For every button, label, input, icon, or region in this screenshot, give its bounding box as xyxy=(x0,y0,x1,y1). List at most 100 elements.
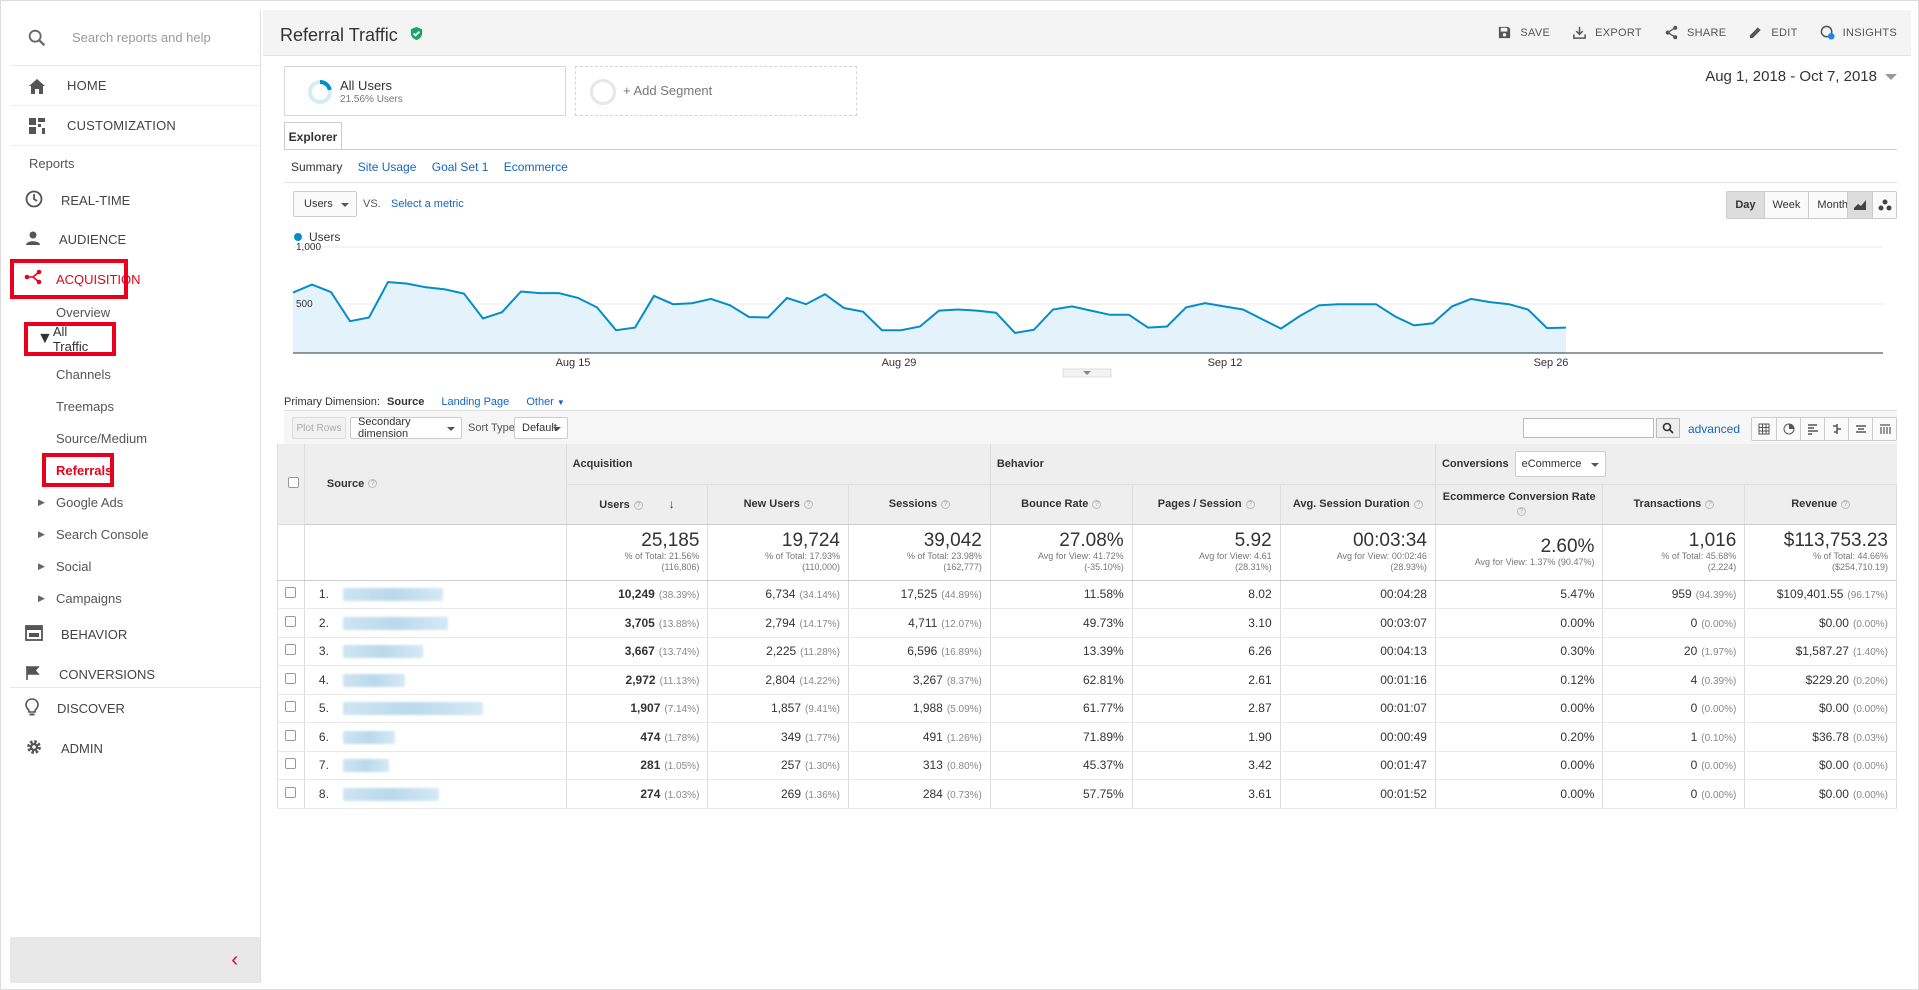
sidebar-item-realtime[interactable]: REAL-TIME xyxy=(10,180,260,220)
redacted-source-link[interactable] xyxy=(342,730,395,744)
subtab-goal-set[interactable]: Goal Set 1 xyxy=(431,160,489,174)
new-users-header[interactable]: New Users? xyxy=(707,484,849,525)
sessions-header[interactable]: Sessions? xyxy=(848,484,991,525)
table-row[interactable]: 8. 274 (1.03%) 269 (1.36%) 284 (0.73%) 57.75% 3.… xyxy=(277,779,1897,809)
redacted-source-link[interactable] xyxy=(342,787,439,801)
metric-select[interactable]: Users xyxy=(293,191,357,217)
redacted-source-link[interactable] xyxy=(342,759,389,773)
table-row[interactable]: 2. 3,705 (13.88%) 2,794 (14.17%) 4,711 (12.07%… xyxy=(277,608,1897,638)
help-icon: ? xyxy=(1413,499,1423,509)
source-header[interactable]: Source? xyxy=(303,444,567,525)
new-users-pct: (11.28%) xyxy=(800,647,841,659)
secondary-dimension-select[interactable]: Secondary dimension xyxy=(350,416,462,440)
table-row[interactable]: 4. 2,972 (11.13%) 2,804 (14.22%) 3,267 (8.37%)… xyxy=(277,665,1897,695)
collapse-sidebar-button[interactable]: ‹ xyxy=(10,937,260,983)
redacted-source-link[interactable] xyxy=(342,702,483,716)
comparison-view-button[interactable] xyxy=(1824,418,1848,440)
row-checkbox[interactable] xyxy=(285,672,297,684)
export-button[interactable]: EXPORT xyxy=(1572,25,1642,40)
select-metric-link[interactable]: Select a metric xyxy=(391,198,464,210)
nav-all-traffic[interactable]: ▼ All Traffic xyxy=(24,322,116,356)
bounce-rate-header[interactable]: Bounce Rate? xyxy=(989,484,1133,525)
table-row[interactable]: 5. 1,907 (7.14%) 1,857 (9.41%) 1,988 (5.09%) 61… xyxy=(277,694,1897,723)
nav-google-ads[interactable]: ▶ Google Ads xyxy=(10,486,260,518)
nav-overview[interactable]: Overview xyxy=(10,300,260,324)
week-button[interactable]: Week xyxy=(1763,192,1809,218)
advanced-filter-link[interactable]: advanced xyxy=(1687,422,1740,436)
segment-all-users[interactable]: All Users 21.56% Users xyxy=(284,66,566,116)
table-search-button[interactable] xyxy=(1656,418,1680,438)
motion-chart-button[interactable] xyxy=(1872,192,1896,218)
row-checkbox[interactable] xyxy=(285,615,297,627)
conversions-select[interactable]: eCommerce xyxy=(1514,450,1607,477)
sort-type-select[interactable]: Default xyxy=(514,417,568,439)
add-segment-button[interactable]: + Add Segment xyxy=(575,66,857,116)
transactions-header[interactable]: Transactions? xyxy=(1602,484,1745,525)
total-sub: (28.31%) xyxy=(1235,562,1272,572)
table-row[interactable]: 6. 474 (1.78%) 349 (1.77%) 491 (1.26%) 71.89% 1.… xyxy=(277,722,1897,752)
row-checkbox[interactable] xyxy=(285,644,297,656)
subtab-summary[interactable]: Summary xyxy=(291,160,343,174)
table-row[interactable]: 1. 10,249 (38.39%) 6,734 (34.14%) 17,525 (44.8… xyxy=(277,580,1897,609)
nav-social[interactable]: ▶ Social xyxy=(10,550,260,582)
tab-explorer[interactable]: Explorer xyxy=(284,122,342,150)
revenue-pct: (0.00%) xyxy=(1852,761,1888,773)
users-header[interactable]: Users? ↓ xyxy=(565,484,708,525)
nav-source-medium[interactable]: Source/Medium xyxy=(10,422,260,454)
dimension-other[interactable]: Other xyxy=(526,396,554,408)
row-checkbox[interactable] xyxy=(285,786,297,798)
sidebar-item-home[interactable]: HOME xyxy=(10,66,260,106)
percentage-view-button[interactable] xyxy=(1776,418,1800,440)
table-row[interactable]: 7. 281 (1.05%) 257 (1.30%) 313 (0.80%) 45.37% 3.… xyxy=(277,751,1897,780)
insights-button[interactable]: INSIGHTS xyxy=(1820,25,1897,40)
users-cell: 281 (1.05%) xyxy=(565,751,708,780)
row-checkbox[interactable] xyxy=(285,729,297,741)
sidebar-item-audience[interactable]: AUDIENCE xyxy=(10,220,260,258)
sidebar-item-acquisition[interactable]: ACQUISITION xyxy=(10,259,141,299)
subtab-site-usage[interactable]: Site Usage xyxy=(357,160,417,174)
nav-channels[interactable]: Channels xyxy=(10,358,260,390)
nav-campaigns[interactable]: ▶ Campaigns xyxy=(10,582,260,614)
sidebar-item-conversions[interactable]: CONVERSIONS xyxy=(10,654,260,694)
day-button[interactable]: Day xyxy=(1727,192,1764,218)
redacted-source-link[interactable] xyxy=(342,645,423,659)
nav-treemaps[interactable]: Treemaps xyxy=(10,390,260,422)
revenue-header[interactable]: Revenue? xyxy=(1744,484,1897,525)
row-checkbox[interactable] xyxy=(285,758,297,770)
pivot-view-button[interactable] xyxy=(1872,418,1896,440)
new-users-pct: (9.41%) xyxy=(805,704,841,716)
sidebar-item-behavior[interactable]: BEHAVIOR xyxy=(10,614,260,654)
sidebar-item-discover[interactable]: DISCOVER xyxy=(10,688,260,728)
dimension-landing-page[interactable]: Landing Page xyxy=(441,396,510,408)
performance-view-button[interactable] xyxy=(1800,418,1824,440)
redacted-source-link[interactable] xyxy=(342,673,405,687)
select-all-checkbox[interactable] xyxy=(288,476,300,488)
conversion-rate-header[interactable]: Ecommerce Conversion Rate? xyxy=(1434,484,1603,525)
table-row[interactable]: 3. 3,667 (13.74%) 2,225 (11.28%) 6,596 (16.89%… xyxy=(277,637,1897,666)
nav-referrals[interactable]: Referrals xyxy=(42,453,114,487)
share-button[interactable]: SHARE xyxy=(1664,25,1726,40)
line-chart-button[interactable] xyxy=(1848,192,1872,218)
term-cloud-button[interactable] xyxy=(1848,418,1872,440)
column-label: Revenue xyxy=(1791,498,1838,510)
date-range-picker[interactable]: Aug 1, 2018 - Oct 7, 2018 xyxy=(1705,68,1897,85)
table-search-input[interactable] xyxy=(1523,418,1654,438)
avg-session-duration-header[interactable]: Avg. Session Duration? xyxy=(1279,484,1436,525)
dimension-source[interactable]: Source xyxy=(387,396,425,408)
sidebar-item-admin[interactable]: ADMIN xyxy=(10,728,260,768)
row-checkbox[interactable] xyxy=(285,587,297,599)
edit-button[interactable]: EDIT xyxy=(1748,25,1797,40)
plot-rows-button[interactable]: Plot Rows xyxy=(292,417,346,439)
sidebar-item-customization[interactable]: CUSTOMIZATION xyxy=(10,106,260,146)
column-label: Sessions xyxy=(888,498,938,510)
pages-session-header[interactable]: Pages / Session? xyxy=(1131,484,1281,525)
redacted-source-link[interactable] xyxy=(342,588,443,602)
nav-search-console[interactable]: ▶ Search Console xyxy=(10,518,260,550)
row-checkbox[interactable] xyxy=(285,701,297,713)
data-view-button[interactable] xyxy=(1752,418,1776,440)
redacted-source-link[interactable] xyxy=(342,616,448,630)
save-button[interactable]: SAVE xyxy=(1497,25,1550,40)
sidebar-search[interactable]: Search reports and help xyxy=(10,10,260,66)
subtab-ecommerce[interactable]: Ecommerce xyxy=(503,160,568,174)
chart-resize-handle[interactable] xyxy=(1062,368,1112,378)
